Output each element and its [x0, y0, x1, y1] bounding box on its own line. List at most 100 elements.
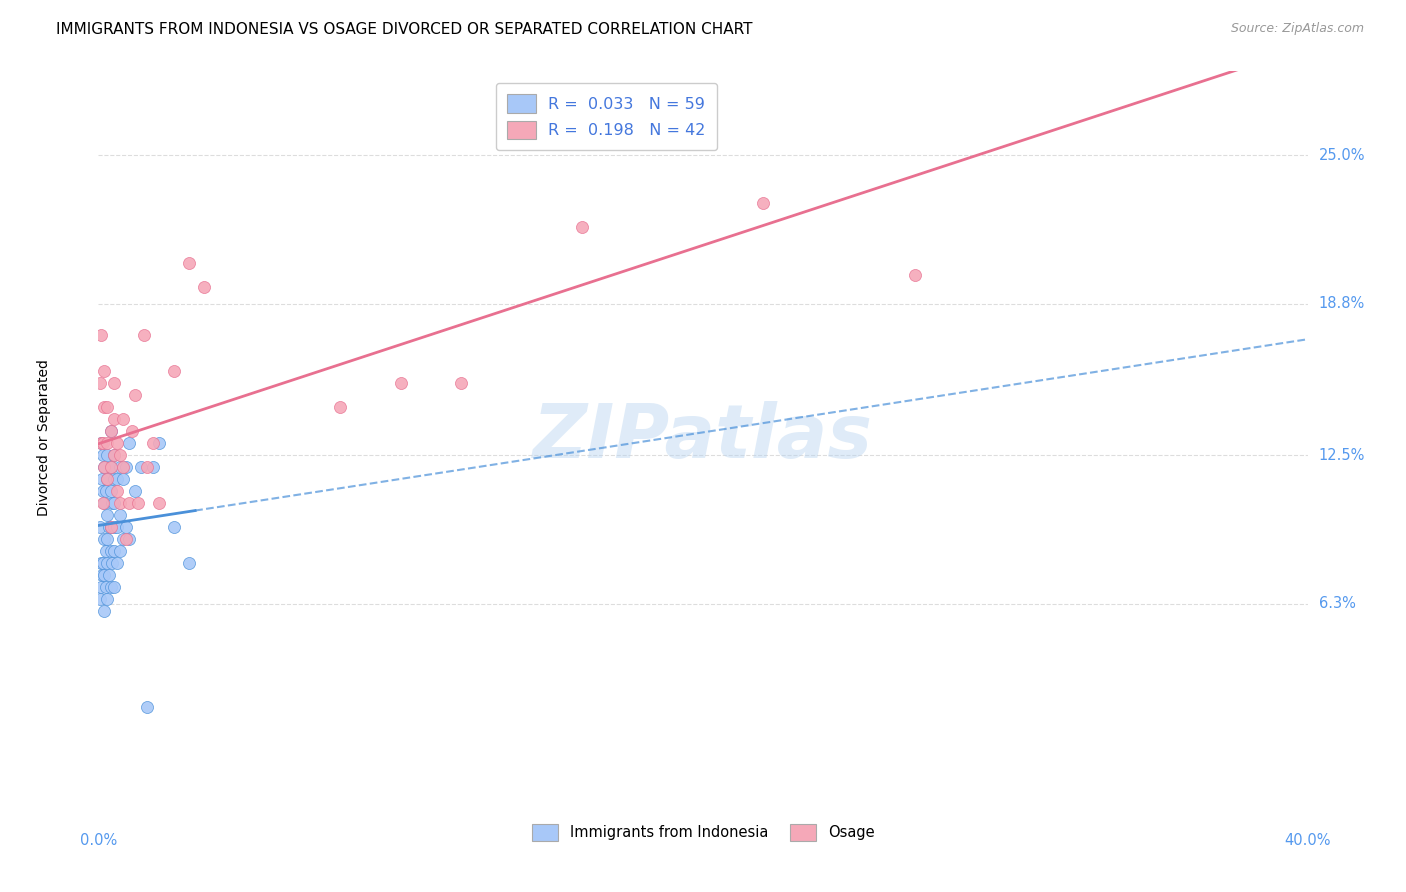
Point	[129, 460, 152, 475]
Text: 40.0%: 40.0%	[1284, 833, 1331, 848]
Text: 18.8%: 18.8%	[1319, 296, 1365, 311]
Point	[98, 520, 121, 534]
Point	[96, 556, 118, 570]
Point	[118, 532, 141, 546]
Point	[96, 591, 118, 606]
Text: IMMIGRANTS FROM INDONESIA VS OSAGE DIVORCED OR SEPARATED CORRELATION CHART: IMMIGRANTS FROM INDONESIA VS OSAGE DIVOR…	[56, 22, 752, 37]
Point	[93, 496, 115, 510]
Point	[124, 483, 146, 498]
Point	[90, 556, 112, 570]
Point	[94, 544, 117, 558]
Point	[105, 556, 128, 570]
Point	[132, 328, 155, 343]
Point	[100, 520, 122, 534]
Point	[90, 328, 112, 343]
Point	[101, 556, 124, 570]
Point	[105, 483, 128, 498]
Point	[91, 436, 114, 450]
Point	[124, 388, 146, 402]
Point	[752, 196, 775, 211]
Point	[127, 496, 149, 510]
Point	[103, 472, 125, 486]
Point	[121, 424, 143, 438]
Point	[329, 400, 352, 414]
Point	[103, 376, 125, 391]
Point	[90, 580, 112, 594]
Point	[103, 412, 125, 426]
Text: Divorced or Separated: Divorced or Separated	[37, 359, 51, 516]
Point	[96, 472, 118, 486]
Point	[91, 556, 114, 570]
Point	[179, 556, 201, 570]
Point	[103, 580, 125, 594]
Point	[111, 412, 134, 426]
Point	[93, 568, 115, 582]
Point	[90, 436, 112, 450]
Point	[94, 580, 117, 594]
Point	[135, 460, 157, 475]
Point	[103, 496, 125, 510]
Point	[105, 436, 128, 450]
Point	[148, 496, 170, 510]
Point	[103, 544, 125, 558]
Point	[101, 496, 124, 510]
Point	[89, 376, 111, 391]
Point	[96, 400, 118, 414]
Point	[100, 424, 122, 438]
Text: Source: ZipAtlas.com: Source: ZipAtlas.com	[1230, 22, 1364, 36]
Point	[100, 520, 122, 534]
Point	[108, 496, 131, 510]
Point	[91, 483, 114, 498]
Point	[904, 268, 927, 283]
Point	[142, 460, 165, 475]
Point	[389, 376, 412, 391]
Point	[93, 460, 115, 475]
Point	[91, 448, 114, 462]
Point	[450, 376, 472, 391]
Text: 12.5%: 12.5%	[1319, 448, 1365, 463]
Point	[90, 436, 112, 450]
Point	[100, 580, 122, 594]
Point	[89, 591, 111, 606]
Point	[94, 483, 117, 498]
Point	[105, 472, 128, 486]
Point	[148, 436, 170, 450]
Point	[103, 448, 125, 462]
Point	[108, 544, 131, 558]
Legend: Immigrants from Indonesia, Osage: Immigrants from Indonesia, Osage	[526, 818, 880, 847]
Point	[100, 460, 122, 475]
Point	[114, 460, 136, 475]
Point	[135, 699, 157, 714]
Point	[118, 436, 141, 450]
Point	[163, 520, 186, 534]
Point	[100, 483, 122, 498]
Text: 0.0%: 0.0%	[80, 833, 117, 848]
Point	[571, 220, 593, 235]
Text: 6.3%: 6.3%	[1319, 596, 1355, 611]
Point	[100, 424, 122, 438]
Point	[108, 448, 131, 462]
Point	[93, 460, 115, 475]
Point	[93, 400, 115, 414]
Point	[96, 472, 118, 486]
Point	[142, 436, 165, 450]
Point	[91, 472, 114, 486]
Point	[111, 532, 134, 546]
Point	[103, 520, 125, 534]
Point	[111, 460, 134, 475]
Point	[89, 520, 111, 534]
Point	[108, 460, 131, 475]
Point	[193, 280, 215, 294]
Point	[91, 568, 114, 582]
Point	[100, 544, 122, 558]
Point	[96, 448, 118, 462]
Text: ZIPatlas: ZIPatlas	[533, 401, 873, 474]
Text: 25.0%: 25.0%	[1319, 148, 1365, 163]
Point	[114, 520, 136, 534]
Point	[93, 604, 115, 618]
Point	[96, 532, 118, 546]
Point	[93, 364, 115, 378]
Point	[98, 568, 121, 582]
Point	[163, 364, 186, 378]
Point	[661, 136, 683, 151]
